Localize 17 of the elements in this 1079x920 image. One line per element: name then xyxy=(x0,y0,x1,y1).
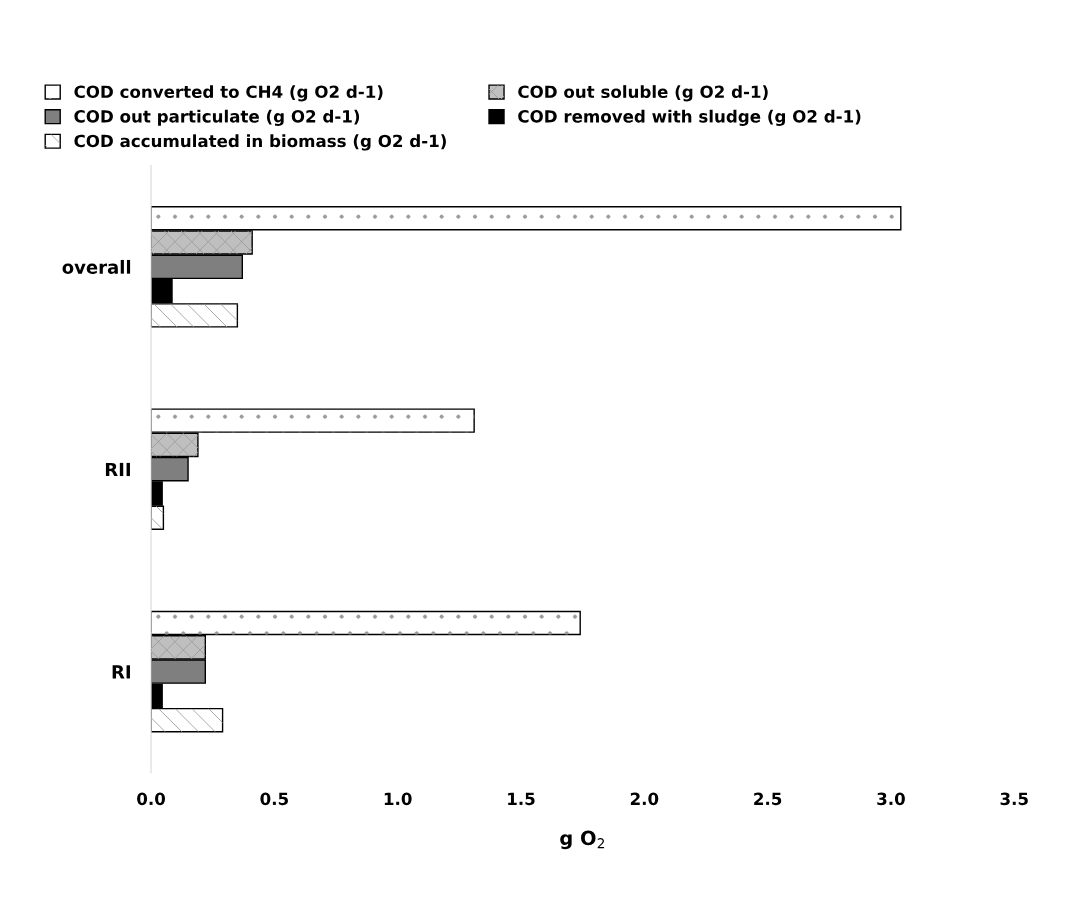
legend-label: COD out particulate (g O2 d-1) xyxy=(74,109,360,126)
y-tick-label: RI xyxy=(112,665,130,679)
x-tick-label: 0.5 xyxy=(260,792,288,806)
legend-label: COD accumulated in biomass (g O2 d-1) xyxy=(74,134,446,151)
x-tick-label: 2.0 xyxy=(630,792,659,806)
x-axis-title: g O$_{2}$ xyxy=(560,830,605,850)
y-tick-label: RII xyxy=(105,462,130,477)
x-tick-label: 0.0 xyxy=(137,792,166,806)
x-tick-label: 3.0 xyxy=(877,792,905,806)
legend-label: COD out soluble (g O2 d-1) xyxy=(518,85,768,102)
x-tick-label: 1.5 xyxy=(508,792,535,806)
x-tick-label: 2.5 xyxy=(754,792,782,806)
y-tick-label: overall xyxy=(62,259,131,274)
x-tick-label: 1.0 xyxy=(384,792,412,806)
legend-label: COD removed with sludge (g O2 d-1) xyxy=(518,109,861,126)
x-tick-label: 3.5 xyxy=(1000,792,1028,806)
legend-label: COD converted to CH4 (g O2 d-1) xyxy=(74,85,383,102)
